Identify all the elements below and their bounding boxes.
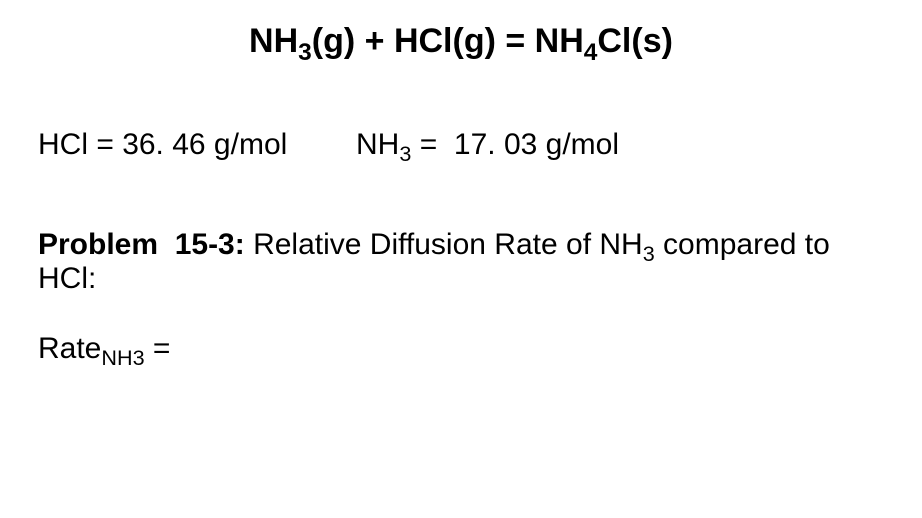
chemical-equation: NH3(g) + HCl(g) = NH4Cl(s) [0,22,922,61]
molar-mass-hcl: HCl = 36. 46 g/mol [38,128,287,162]
state: (g) [312,22,355,60]
subscript: 3 [298,39,312,66]
equals-sign: = [496,22,535,60]
text: NH [535,22,584,60]
problem-label: Problem 15-3: [38,228,245,261]
slide: NH3(g) + HCl(g) = NH4Cl(s) HCl = 36. 46 … [0,0,922,518]
text: NH [249,22,298,60]
text: Cl(s) [597,22,673,60]
plus-sign: + [355,22,394,60]
reactant-hcl: HCl(g) [394,22,496,60]
equals-sign: = [145,332,171,365]
molar-mass-nh3: NH3 = 17. 03 g/mol [356,128,619,162]
equals-sign: = [411,128,445,161]
subscript: 4 [584,39,598,66]
problem-statement: Problem 15-3: Relative Diffusion Rate of… [38,228,884,296]
text: NH [356,128,399,161]
subscript: 3 [643,241,655,266]
rate-expression: RateNH3 = [38,332,170,366]
product-nh4cl: NH4Cl(s) [535,22,673,60]
subscript: 3 [399,141,411,166]
subscript: NH3 [101,345,144,370]
value: 36. 46 g/mol [122,128,287,161]
value: 17. 03 g/mol [454,128,619,161]
label: HCl = [38,128,122,161]
space [446,128,454,161]
text: Relative Diffusion Rate of NH [245,228,643,261]
reactant-nh3: NH3(g) [249,22,355,60]
rate-label: Rate [38,332,101,365]
